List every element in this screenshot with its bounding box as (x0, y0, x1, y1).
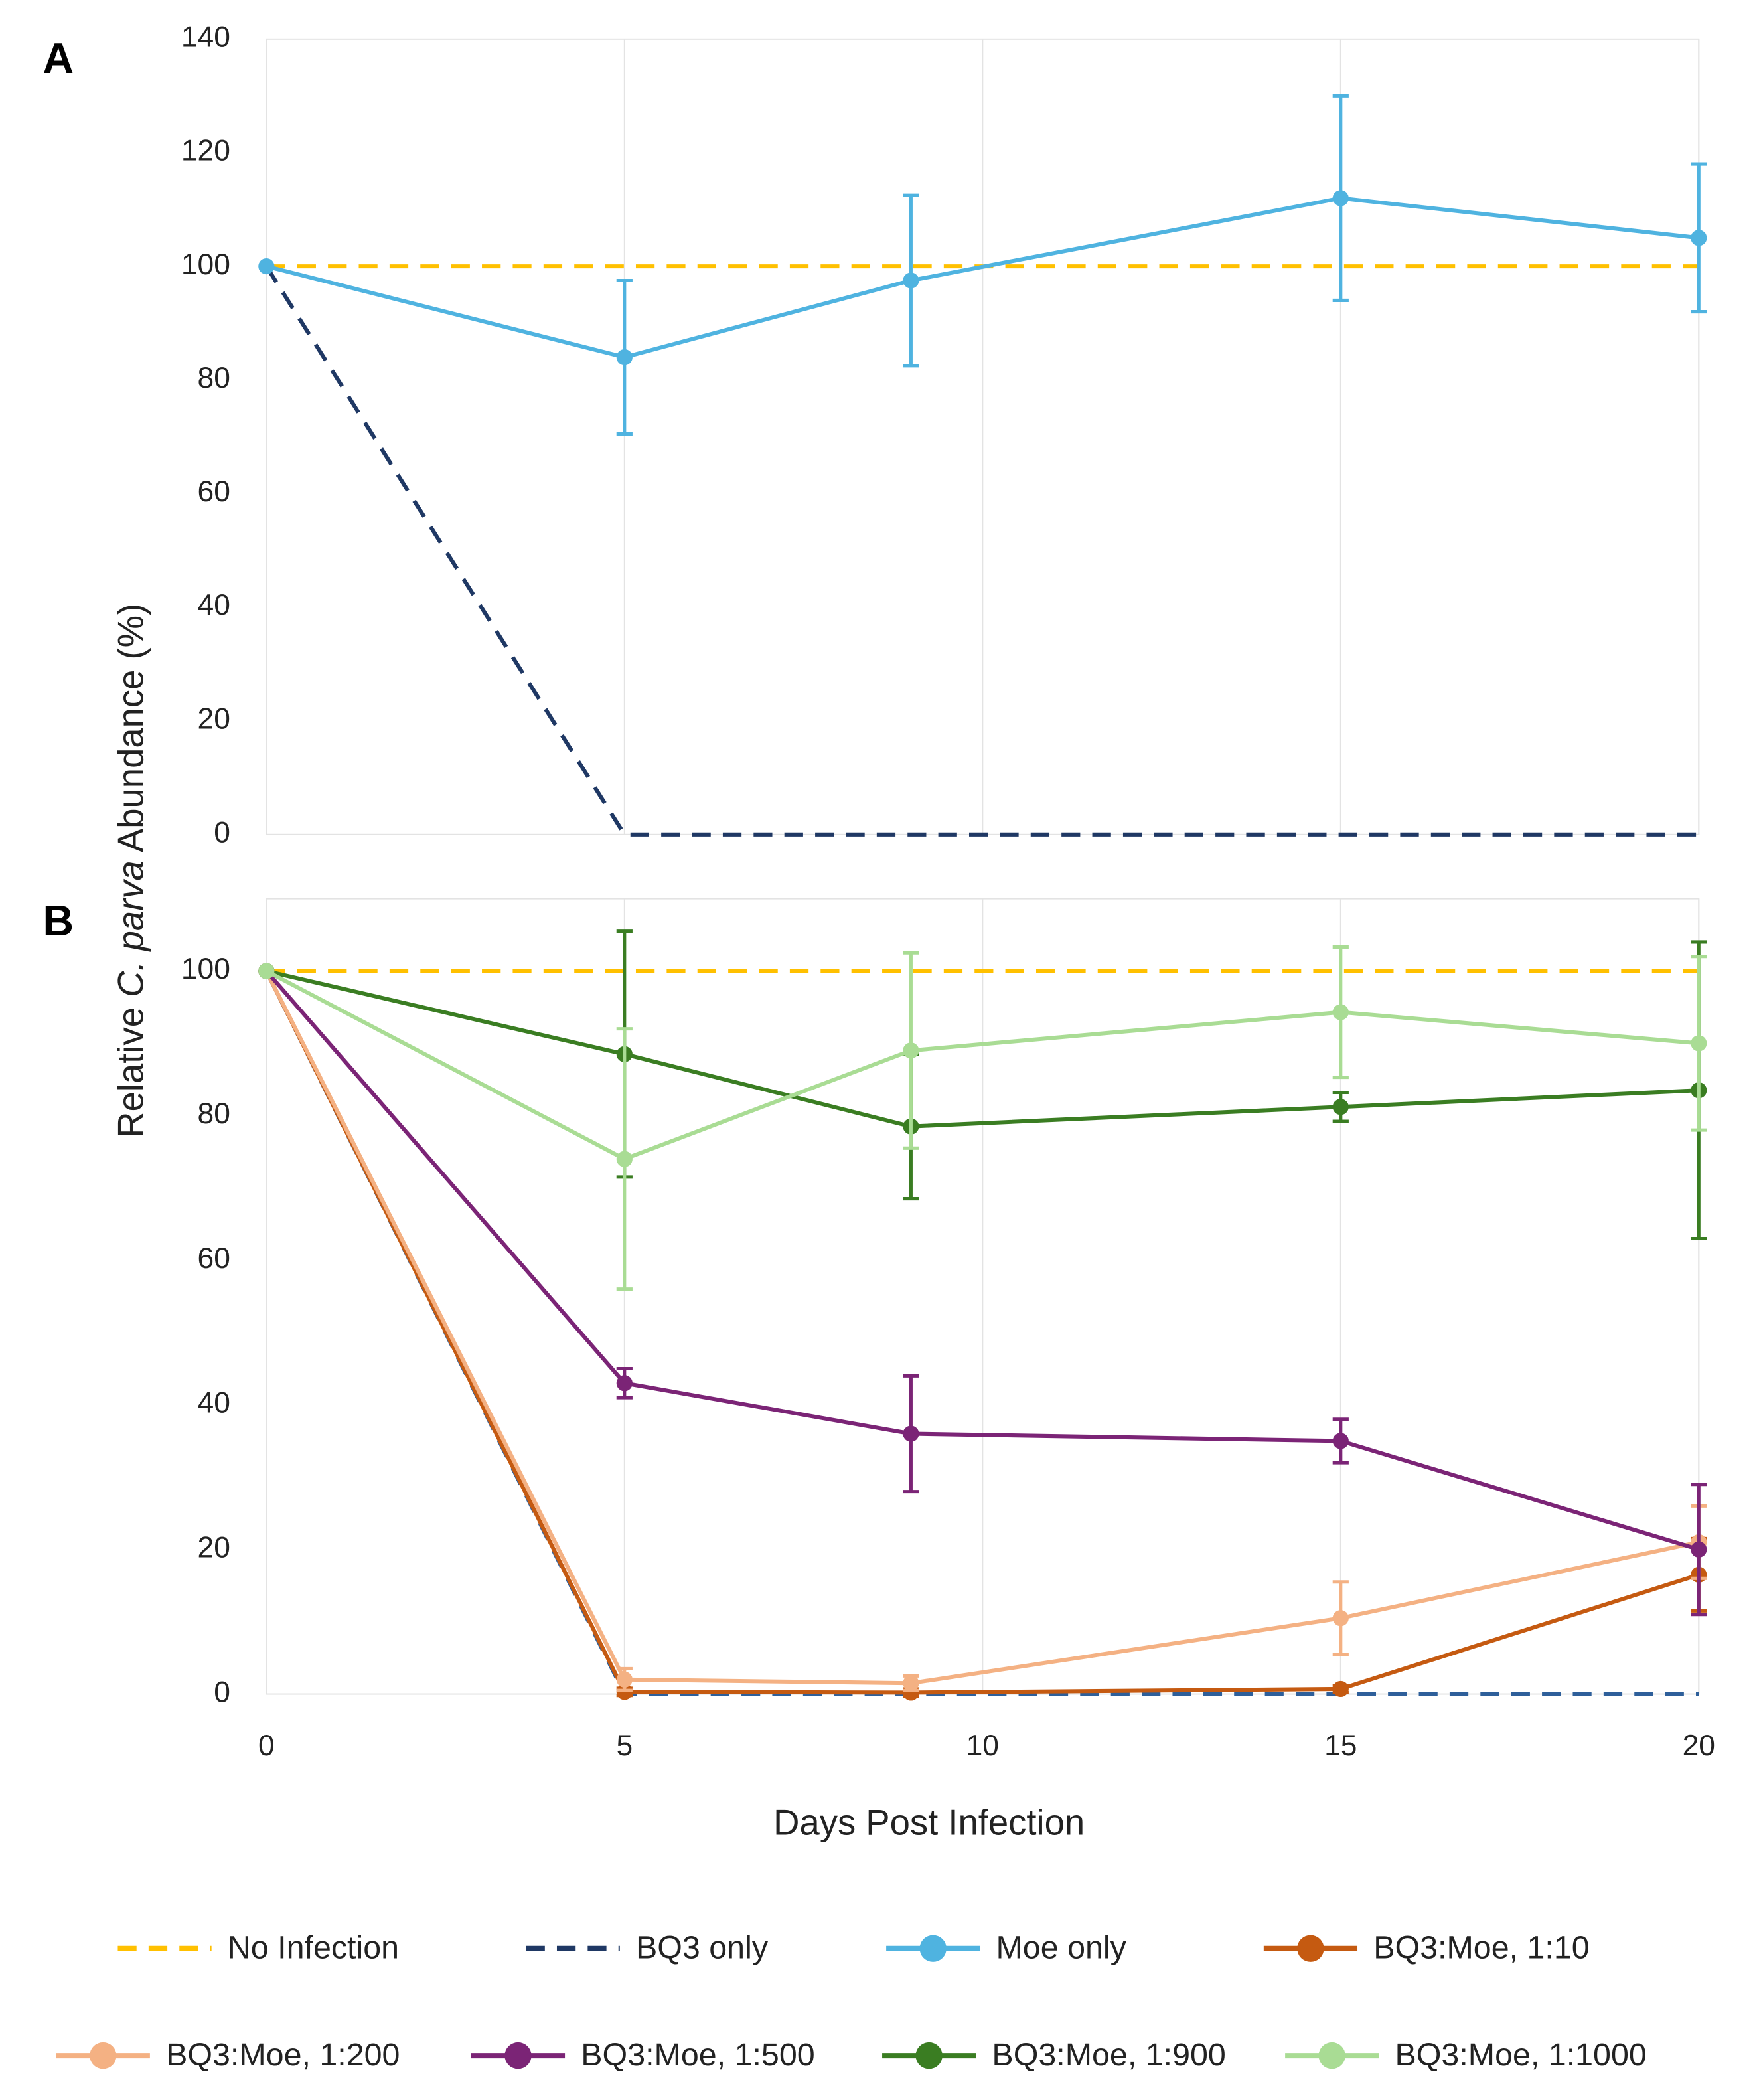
data-point (903, 272, 919, 289)
data-point (1332, 1610, 1349, 1627)
legend-item: BQ3:Moe, 1:200 (56, 2037, 400, 2073)
y-tick-label: 0 (214, 817, 230, 849)
data-point (903, 1675, 919, 1692)
y-tick-label: 60 (198, 475, 230, 508)
panel-label: B (43, 897, 74, 945)
data-point (616, 1151, 633, 1167)
y-axis-title-part: Abundance (%) (111, 604, 151, 860)
y-tick-label: 140 (181, 21, 230, 54)
data-point (1332, 190, 1349, 206)
data-point (903, 1042, 919, 1059)
y-tick-label: 100 (181, 953, 230, 985)
x-tick-label: 15 (1324, 1730, 1357, 1762)
data-point (1691, 1541, 1707, 1558)
data-point (616, 1375, 633, 1392)
legend-marker (1297, 1935, 1324, 1962)
y-tick-label: 20 (198, 1531, 230, 1564)
y-tick-label: 120 (181, 135, 230, 167)
legend-item: BQ3:Moe, 1:500 (471, 2037, 815, 2073)
data-point (1332, 1680, 1349, 1698)
legend-marker (919, 1935, 947, 1962)
legend-label: BQ3 only (636, 1930, 769, 1966)
legend-item: BQ3:Moe, 1:900 (882, 2037, 1226, 2073)
y-axis-title-part: C. parva (111, 860, 151, 997)
legend-label: BQ3:Moe, 1:900 (992, 2037, 1225, 2073)
legend-item: BQ3:Moe, 1:1000 (1285, 2037, 1647, 2073)
data-point (258, 963, 275, 979)
y-tick-label: 100 (181, 248, 230, 281)
legend-label: BQ3:Moe, 1:500 (581, 2037, 814, 2073)
data-point (1691, 230, 1707, 246)
panel-label: A (43, 35, 74, 82)
x-tick-label: 20 (1683, 1730, 1715, 1762)
y-tick-label: 60 (198, 1242, 230, 1275)
data-point (1332, 1433, 1349, 1449)
y-tick-label: 40 (198, 589, 230, 621)
y-tick-label: 20 (198, 702, 230, 735)
data-point (616, 349, 633, 366)
y-tick-label: 40 (198, 1387, 230, 1419)
y-tick-label: 0 (214, 1676, 230, 1708)
legend-item: BQ3:Moe, 1:10 (1263, 1930, 1590, 1966)
legend-marker (504, 2042, 532, 2069)
data-point (1332, 1099, 1349, 1115)
legend-label: BQ3:Moe, 1:200 (166, 2037, 400, 2073)
y-tick-label: 80 (198, 1097, 230, 1130)
x-tick-label: 5 (616, 1730, 633, 1762)
data-point (1332, 1004, 1349, 1020)
legend-marker (1318, 2042, 1345, 2069)
legend-item: Moe only (886, 1930, 1127, 1966)
legend-label: Moe only (996, 1930, 1126, 1966)
y-axis-title-part: Relative (111, 997, 151, 1138)
data-point (1691, 1035, 1707, 1052)
data-point (903, 1425, 919, 1442)
series-line (264, 265, 1699, 837)
data-point (616, 1671, 633, 1688)
legend-item: BQ3 only (526, 1930, 769, 1966)
x-tick-label: 10 (966, 1730, 999, 1762)
y-axis-title: Relative C. parva Abundance (%) (111, 604, 151, 1138)
legend-marker (90, 2042, 117, 2069)
legend-label: BQ3:Moe, 1:1000 (1395, 2037, 1646, 2073)
x-axis-title: Days Post Infection (773, 1803, 1085, 1843)
y-tick-label: 80 (198, 362, 230, 394)
legend-marker (915, 2042, 943, 2069)
legend-item: No Infection (117, 1930, 399, 1966)
legend-label: BQ3:Moe, 1:10 (1373, 1930, 1589, 1966)
data-point (258, 258, 275, 275)
legend-label: No Infection (228, 1930, 399, 1966)
x-tick-label: 0 (258, 1730, 275, 1762)
